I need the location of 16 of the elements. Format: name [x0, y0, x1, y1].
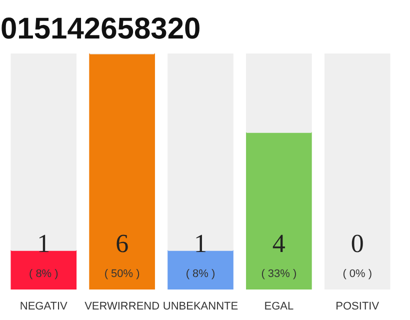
data-label: 1	[194, 229, 207, 258]
x-tick-label: POSITIV	[336, 300, 380, 312]
data-label: 4	[272, 229, 286, 258]
annotation: ( 0% )	[342, 268, 372, 280]
data-label: 1	[37, 229, 50, 258]
data-label: 0	[350, 229, 364, 258]
annotation: ( 33% )	[261, 268, 297, 280]
x-tick-label: UNBEKANNTE	[162, 300, 238, 312]
x-tick-label: VERWIRREND	[84, 300, 160, 312]
x-tick-label: EGAL	[264, 300, 294, 312]
chart-title: 015142658320	[0, 12, 201, 46]
x-tick-label: NEGATIV	[20, 300, 68, 312]
annotation: ( 8% )	[186, 268, 216, 280]
annotation: ( 8% )	[28, 268, 58, 280]
data-label: 6	[116, 229, 129, 258]
annotation: ( 50% )	[104, 268, 140, 280]
